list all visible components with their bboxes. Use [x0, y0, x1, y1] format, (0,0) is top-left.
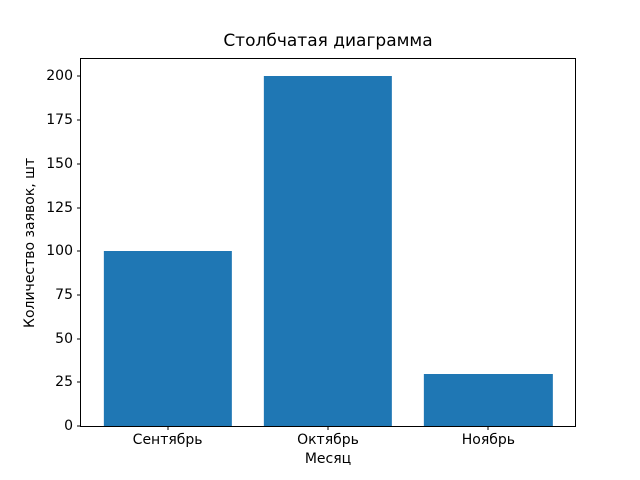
y-tick-mark — [77, 425, 81, 427]
y-tick-mark — [77, 163, 81, 165]
x-tick-label: Октябрь — [297, 432, 359, 448]
y-tick-mark — [77, 294, 81, 296]
x-tick-label: Сентябрь — [132, 432, 203, 448]
bar-Октябрь — [263, 76, 393, 426]
y-tick-mark — [77, 75, 81, 77]
x-tick-mark — [487, 426, 489, 430]
plot-area: Сентябрь Октябрь Ноябрь 0 25 50 75 100 125 150 175… — [46, 58, 576, 448]
y-tick-mark — [77, 250, 81, 252]
y-tick-label: 25 — [55, 374, 73, 391]
y-tick-label: 0 — [64, 418, 73, 434]
chart-title: Столбчатая диаграмма — [223, 31, 433, 51]
y-tick-label: 175 — [46, 112, 73, 129]
x-tick-label: Ноябрь — [461, 432, 516, 448]
y-tick-label: 100 — [46, 243, 73, 260]
y-tick-mark — [77, 381, 81, 383]
x-axis-label: Месяц — [304, 451, 352, 467]
y-tick-mark — [77, 119, 81, 121]
y-tick-label: 125 — [46, 199, 73, 216]
y-tick-mark — [77, 338, 81, 340]
y-tick-label: 50 — [55, 330, 73, 347]
y-tick-label: 75 — [55, 286, 73, 303]
x-tick-mark — [167, 426, 169, 430]
y-tick-label: 200 — [46, 68, 73, 85]
y-tick-label: 150 — [46, 155, 73, 172]
bar-Ноябрь — [424, 373, 553, 426]
y-axis-label: Количество заявок, шт — [22, 157, 38, 328]
bar-Сентябрь — [103, 251, 232, 426]
y-tick-mark — [77, 207, 81, 209]
x-tick-mark — [327, 426, 329, 430]
